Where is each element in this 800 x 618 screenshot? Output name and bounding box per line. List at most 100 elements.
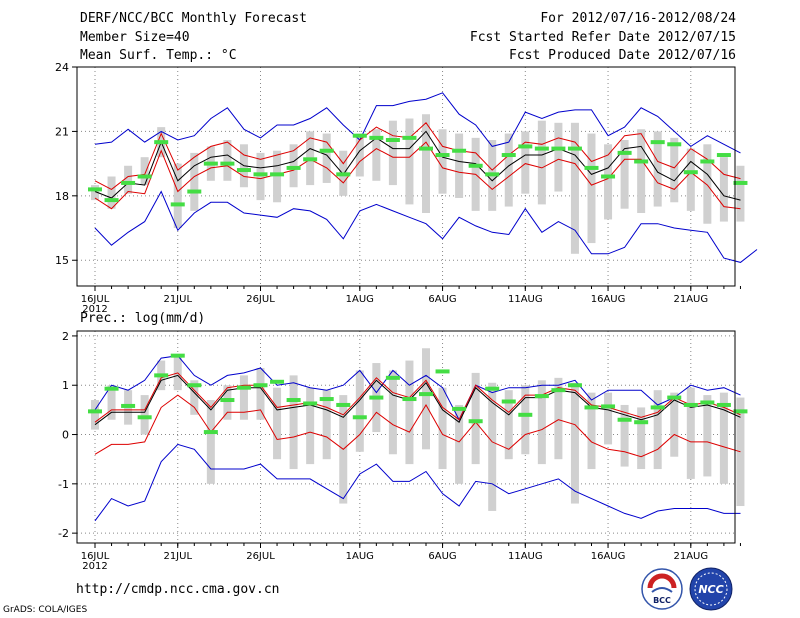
median-marker bbox=[518, 144, 533, 149]
median-marker bbox=[369, 395, 384, 400]
spread-box bbox=[289, 144, 298, 188]
ensemble-min-line bbox=[94, 443, 741, 522]
x-tick-label: 1AUG bbox=[346, 294, 374, 305]
spread-box bbox=[206, 400, 215, 484]
y-tick-label: 0 bbox=[62, 429, 69, 442]
ncc-logo-icon: NCC bbox=[689, 567, 733, 611]
median-marker bbox=[667, 395, 682, 400]
spread-box bbox=[554, 122, 563, 192]
spread-box bbox=[686, 387, 695, 479]
mean-spread-line bbox=[94, 372, 741, 423]
spread-box bbox=[620, 140, 629, 209]
median-marker bbox=[452, 148, 467, 153]
median-marker bbox=[352, 133, 367, 138]
median-marker bbox=[286, 398, 301, 403]
median-marker bbox=[601, 404, 616, 409]
variable-label: Mean Surf. Temp.: °C bbox=[80, 48, 237, 63]
spread-box bbox=[637, 129, 646, 213]
spread-box bbox=[719, 157, 728, 222]
spread-box bbox=[91, 185, 99, 201]
median-marker bbox=[385, 375, 400, 380]
y-tick-label: 24 bbox=[55, 61, 69, 74]
median-marker bbox=[286, 165, 301, 170]
mean-spread-line bbox=[94, 122, 741, 190]
spread-box bbox=[239, 375, 248, 420]
spread-box bbox=[256, 152, 265, 201]
median-marker bbox=[419, 392, 433, 397]
spread-box bbox=[521, 385, 530, 455]
spread-box bbox=[703, 395, 712, 477]
x-tick-label: 6AUG bbox=[428, 551, 456, 562]
median-marker bbox=[650, 140, 665, 145]
median-marker bbox=[402, 397, 417, 402]
ensemble-min-line bbox=[94, 190, 758, 263]
median-marker bbox=[220, 161, 235, 166]
median-marker bbox=[253, 383, 268, 388]
spread-box bbox=[273, 150, 282, 203]
median-marker bbox=[303, 401, 318, 406]
x-tick-label: 11AUG bbox=[508, 294, 543, 305]
spread-box bbox=[355, 133, 364, 177]
spread-box bbox=[554, 377, 563, 460]
spread-box bbox=[488, 382, 497, 511]
spread-box bbox=[604, 392, 613, 445]
x-tick-label: 21JUL bbox=[163, 294, 192, 305]
median-marker bbox=[137, 415, 152, 420]
spread-box bbox=[637, 407, 646, 470]
mean-spread-line bbox=[94, 141, 741, 210]
x-tick-label: 11AUG bbox=[508, 551, 543, 562]
spread-box bbox=[719, 392, 728, 484]
spread-box bbox=[455, 133, 464, 198]
bcc-logo-text: BCC bbox=[653, 596, 671, 605]
y-tick-label: 15 bbox=[55, 254, 69, 267]
median-marker bbox=[650, 405, 665, 410]
median-marker bbox=[601, 174, 616, 179]
median-marker bbox=[667, 142, 682, 147]
spread-box bbox=[107, 176, 116, 209]
x-tick-label: 6AUG bbox=[428, 294, 456, 305]
x-tick-label: 16AUG bbox=[591, 551, 626, 562]
spread-box bbox=[405, 360, 414, 465]
x-tick-label: 21AUG bbox=[673, 551, 708, 562]
spread-box bbox=[306, 387, 315, 465]
median-marker bbox=[419, 146, 433, 151]
spread-box bbox=[670, 137, 679, 203]
y-tick-label: 18 bbox=[55, 190, 69, 203]
footer-url-link[interactable]: http://cmdp.ncc.cma.gov.cn bbox=[76, 582, 280, 597]
bcc-logo-icon: BCC bbox=[641, 568, 683, 610]
spread-box bbox=[140, 157, 149, 186]
spread-box bbox=[504, 390, 513, 460]
spread-box bbox=[422, 114, 430, 213]
median-marker bbox=[121, 180, 136, 185]
median-marker bbox=[170, 353, 185, 358]
median-marker bbox=[700, 159, 715, 164]
median-marker bbox=[716, 153, 731, 158]
median-marker bbox=[104, 198, 119, 203]
spread-box bbox=[537, 120, 546, 205]
median-marker bbox=[468, 419, 483, 424]
median-marker bbox=[352, 415, 367, 420]
median-marker bbox=[319, 397, 334, 402]
spread-box bbox=[504, 133, 513, 207]
median-marker bbox=[154, 140, 169, 145]
x-tick-label: 1AUG bbox=[346, 551, 374, 562]
median-marker bbox=[303, 157, 318, 162]
produced-date-label: Fcst Produced Date 2012/07/16 bbox=[509, 48, 736, 63]
median-marker bbox=[88, 409, 102, 414]
median-marker bbox=[617, 417, 632, 422]
spread-box bbox=[587, 392, 596, 470]
median-marker bbox=[203, 161, 218, 166]
spread-box bbox=[736, 165, 745, 222]
x-tick-label: 26JUL bbox=[246, 294, 275, 305]
y-tick-label: -2 bbox=[58, 527, 69, 540]
median-marker bbox=[584, 405, 599, 410]
spread-box bbox=[140, 395, 149, 435]
median-marker bbox=[452, 406, 467, 411]
spread-box bbox=[471, 372, 480, 465]
y-tick-label: 1 bbox=[62, 379, 69, 392]
median-marker bbox=[253, 172, 268, 177]
chart-title: DERF/NCC/BCC Monthly Forecast bbox=[80, 11, 307, 26]
precipitation-panel: -2 -1 0 1 2 16JUL 21JUL 26JUL 1AUG 6AUG 11AUG 16AUG… bbox=[58, 330, 748, 572]
ensemble-max-line bbox=[94, 355, 741, 421]
spread-box bbox=[256, 367, 265, 420]
